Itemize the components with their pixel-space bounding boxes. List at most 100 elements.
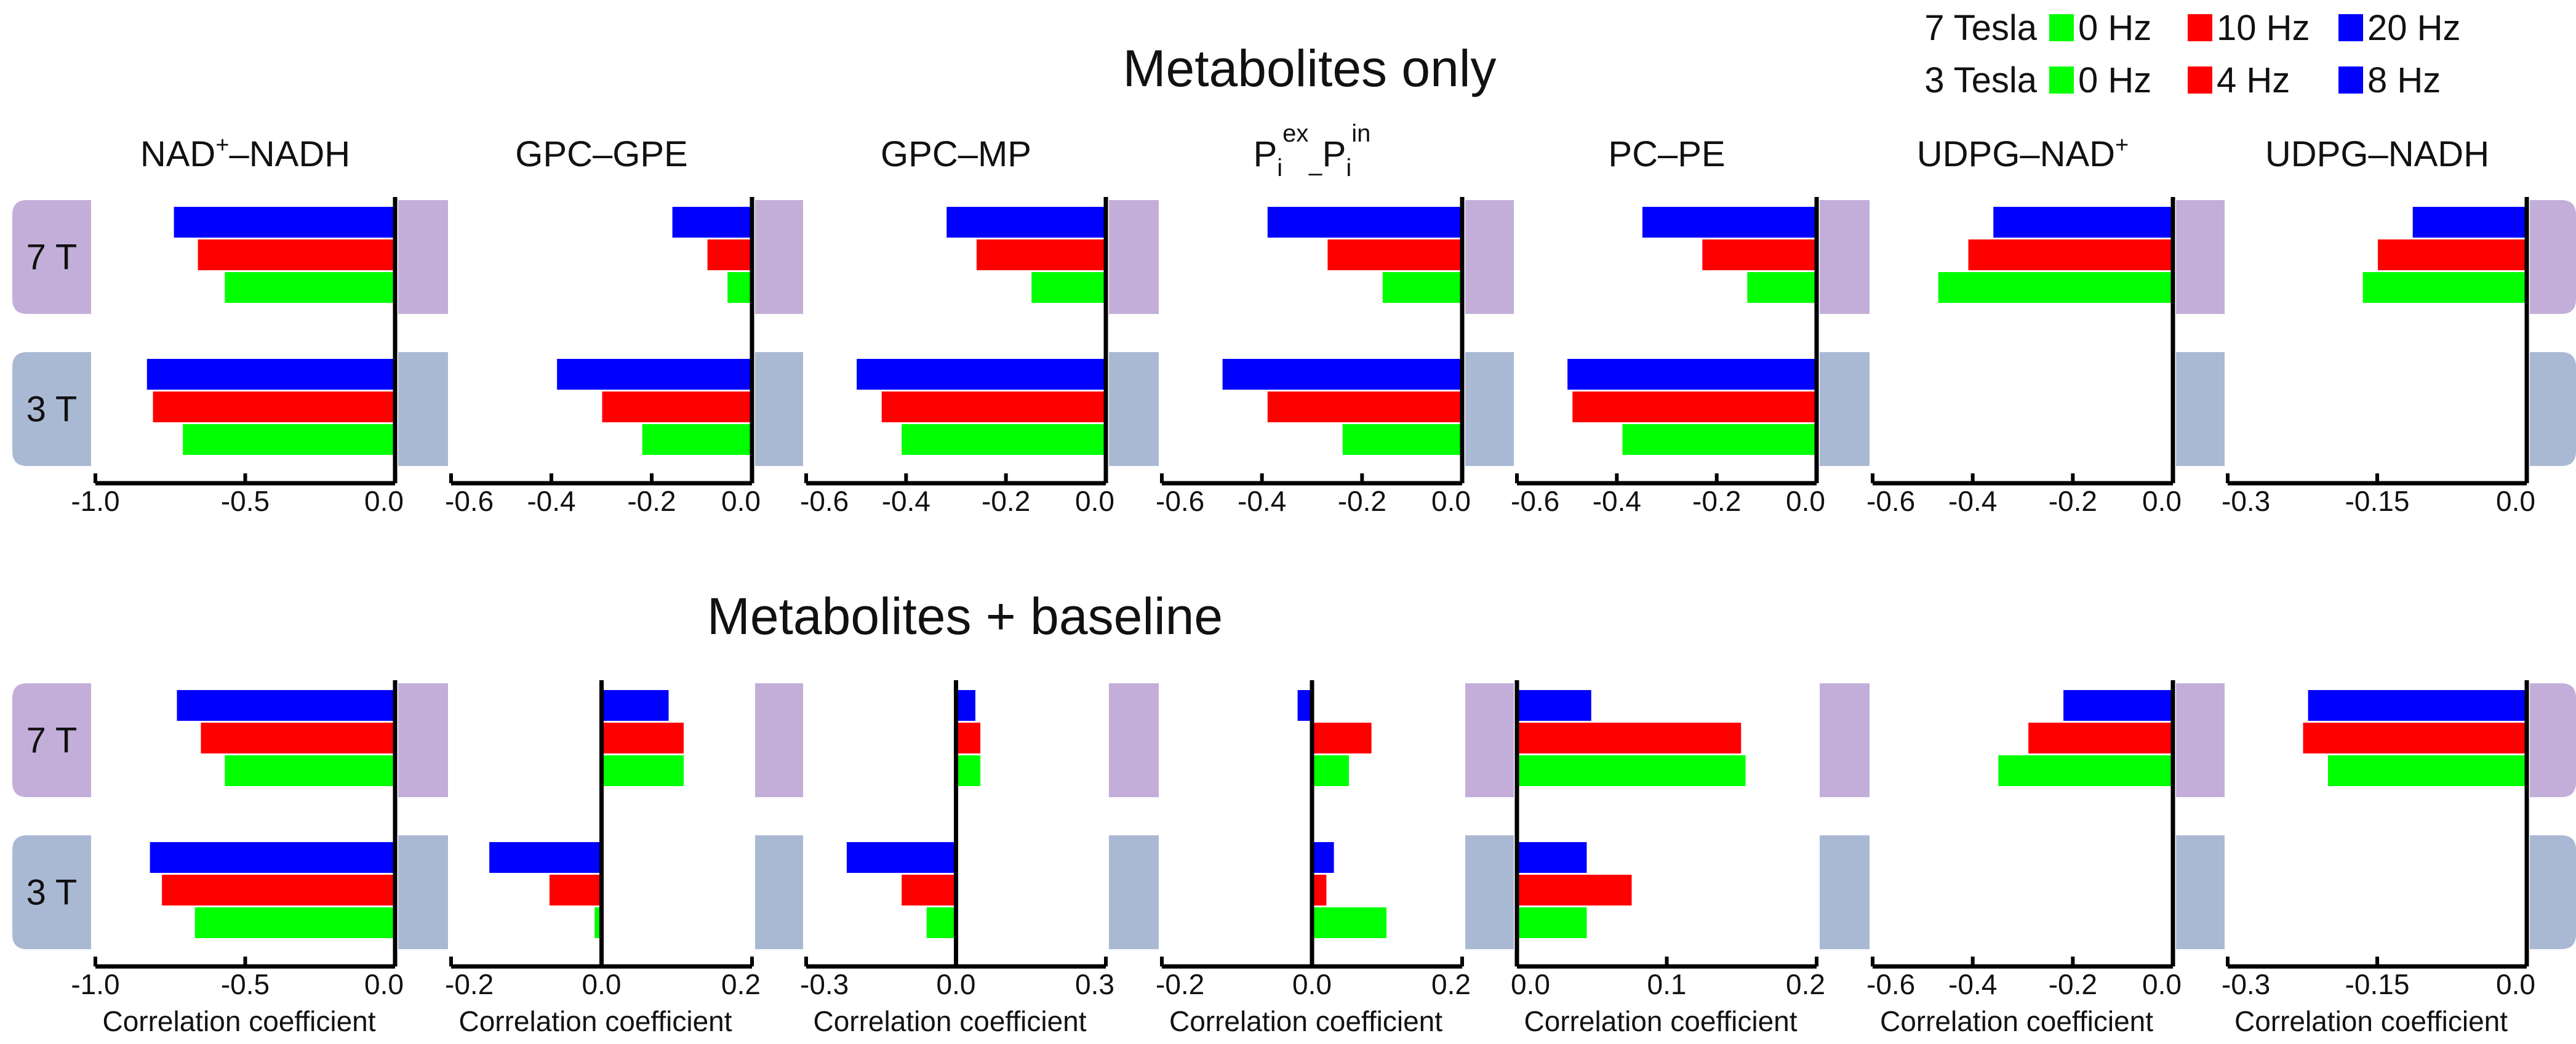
row-label-t3: 3 T	[26, 873, 78, 913]
x-tick-label: 0.0	[364, 968, 404, 1000]
panel-title-main: UDPG–NAD	[1917, 134, 2115, 174]
x-tick-label: -0.6	[1511, 485, 1559, 517]
bar-7t-green	[1997, 754, 2174, 787]
bar-7t-red	[1701, 238, 1817, 271]
bar-3t-red	[548, 873, 602, 907]
x-tick-label: -1.0	[71, 485, 119, 517]
row-band-t3	[398, 835, 448, 949]
panel-title: UDPG–NAD+	[1917, 132, 2129, 174]
panel-title-part: in	[1351, 120, 1370, 147]
bar-7t-green	[1937, 271, 2174, 304]
bar-7t-red	[1326, 238, 1463, 271]
bar-7t-red	[1311, 721, 1373, 755]
bar-7t-blue	[1641, 206, 1818, 239]
x-tick-label: -0.3	[2222, 485, 2270, 517]
x-tick-label: -0.6	[1156, 485, 1204, 517]
panel-title-part: P	[1254, 134, 1278, 174]
x-tick-label: -0.2	[1156, 968, 1204, 1000]
bar-7t-green	[1516, 754, 1747, 787]
bar-7t-red	[706, 238, 753, 271]
bar-3t-blue	[488, 841, 602, 874]
row-band-t3	[1109, 352, 1159, 466]
panel-title: GPC–MP	[881, 134, 1031, 174]
row-band-t7	[398, 200, 448, 314]
x-tick-label: -1.0	[71, 968, 119, 1000]
panel-title: NAD+–NADH	[140, 132, 350, 174]
x-tick-label: -0.4	[882, 485, 930, 517]
legend-swatch	[2049, 14, 2074, 41]
x-tick-label: -0.2	[1692, 485, 1741, 517]
panel-1: NAD+–NADH -1.0 -0.5 0.0	[71, 132, 404, 517]
bar-7t-blue	[172, 206, 396, 239]
bar-3t-blue	[1516, 841, 1588, 874]
legend-swatch	[2049, 66, 2074, 94]
panel-title-main: GPC–GPE	[515, 134, 687, 174]
bar-7t-green	[1030, 271, 1106, 304]
bar-7t-red	[196, 238, 396, 271]
row-band-t7	[12, 200, 91, 314]
bar-3t-blue	[145, 358, 396, 391]
row-band-t7	[1820, 683, 1870, 797]
row-band-t7	[1109, 683, 1159, 797]
row-band-t7	[1465, 683, 1514, 797]
bar-3t-green	[1311, 906, 1388, 939]
panel-title-part: P	[1322, 134, 1346, 174]
bar-7t-green	[223, 754, 396, 787]
bar-7t-blue	[175, 689, 396, 722]
bar-7t-red	[1967, 238, 2174, 271]
bar-7t-red	[1516, 721, 1743, 755]
panel-title-part: –	[1308, 159, 1322, 187]
legend-field-label: 7 Tesla	[1924, 8, 2037, 48]
x-tick-label: 0.0	[1786, 485, 1825, 517]
row-band-t7	[2530, 200, 2576, 314]
panel-title-main: NAD	[140, 134, 215, 174]
panel-title-part: ex	[1282, 120, 1308, 147]
x-tick-label: -0.4	[1948, 968, 1997, 1000]
bar-7t-red	[601, 721, 685, 755]
bar-3t-green	[182, 423, 396, 456]
x-tick-label: 0.0	[2496, 968, 2535, 1000]
panel-7: UDPG–NADH -0.3 -0.15 0.0	[2222, 134, 2535, 517]
x-axis-label: Correlation coefficient	[1524, 1005, 1797, 1037]
x-tick-label: 0.2	[721, 968, 761, 1000]
x-tick-label: -0.5	[221, 485, 270, 517]
bar-7t-red	[955, 721, 982, 755]
x-tick-label: -0.15	[2345, 485, 2410, 517]
x-tick-label: -0.2	[445, 968, 494, 1000]
bar-3t-green	[925, 906, 957, 939]
chart-panels: NAD+–NADH -1.0 -0.5 0.0 GPC–GPE -0.6 -0.4 -0.2 0…	[71, 120, 2535, 1037]
row-band-t3	[12, 835, 91, 949]
panel-12: 0.0 0.1 0.2 Correlation coefficient	[1511, 680, 1825, 1037]
bar-7t-green	[726, 271, 753, 304]
x-tick-label: -0.4	[1948, 485, 1997, 517]
panel-title-part: i	[1346, 155, 1351, 182]
panel-title: GPC–GPE	[515, 134, 687, 174]
x-tick-label: 0.0	[1431, 485, 1471, 517]
bar-3t-red	[880, 390, 1106, 424]
bar-7t-blue	[955, 689, 977, 722]
bar-7t-blue	[601, 689, 670, 722]
row-band-t7	[755, 683, 803, 797]
x-axis-label: Correlation coefficient	[102, 1005, 375, 1037]
bar-3t-green	[1341, 423, 1463, 456]
panel-2: GPC–GPE -0.6 -0.4 -0.2 0.0	[445, 134, 761, 517]
bar-3t-blue	[556, 358, 753, 391]
bar-3t-green	[900, 423, 1106, 456]
row-band-t7	[1109, 200, 1159, 314]
row-band-t7	[12, 683, 91, 797]
bar-3t-green	[1516, 906, 1588, 939]
panel-10: -0.3 0.0 0.3 Correlation coefficient	[800, 680, 1114, 1037]
row-band-t3	[2176, 352, 2225, 466]
x-tick-label: 0.0	[721, 485, 761, 517]
x-tick-label: 0.0	[1292, 968, 1332, 1000]
panel-title-main: GPC–MP	[881, 134, 1031, 174]
bar-3t-green	[641, 423, 753, 456]
bar-7t-green	[1311, 754, 1350, 787]
row-band-t7	[1465, 200, 1514, 314]
bar-7t-green	[223, 271, 396, 304]
bar-3t-red	[1571, 390, 1818, 424]
x-tick-label: -0.3	[800, 968, 849, 1000]
x-tick-label: -0.2	[627, 485, 676, 517]
x-tick-label: 0.0	[2142, 968, 2182, 1000]
